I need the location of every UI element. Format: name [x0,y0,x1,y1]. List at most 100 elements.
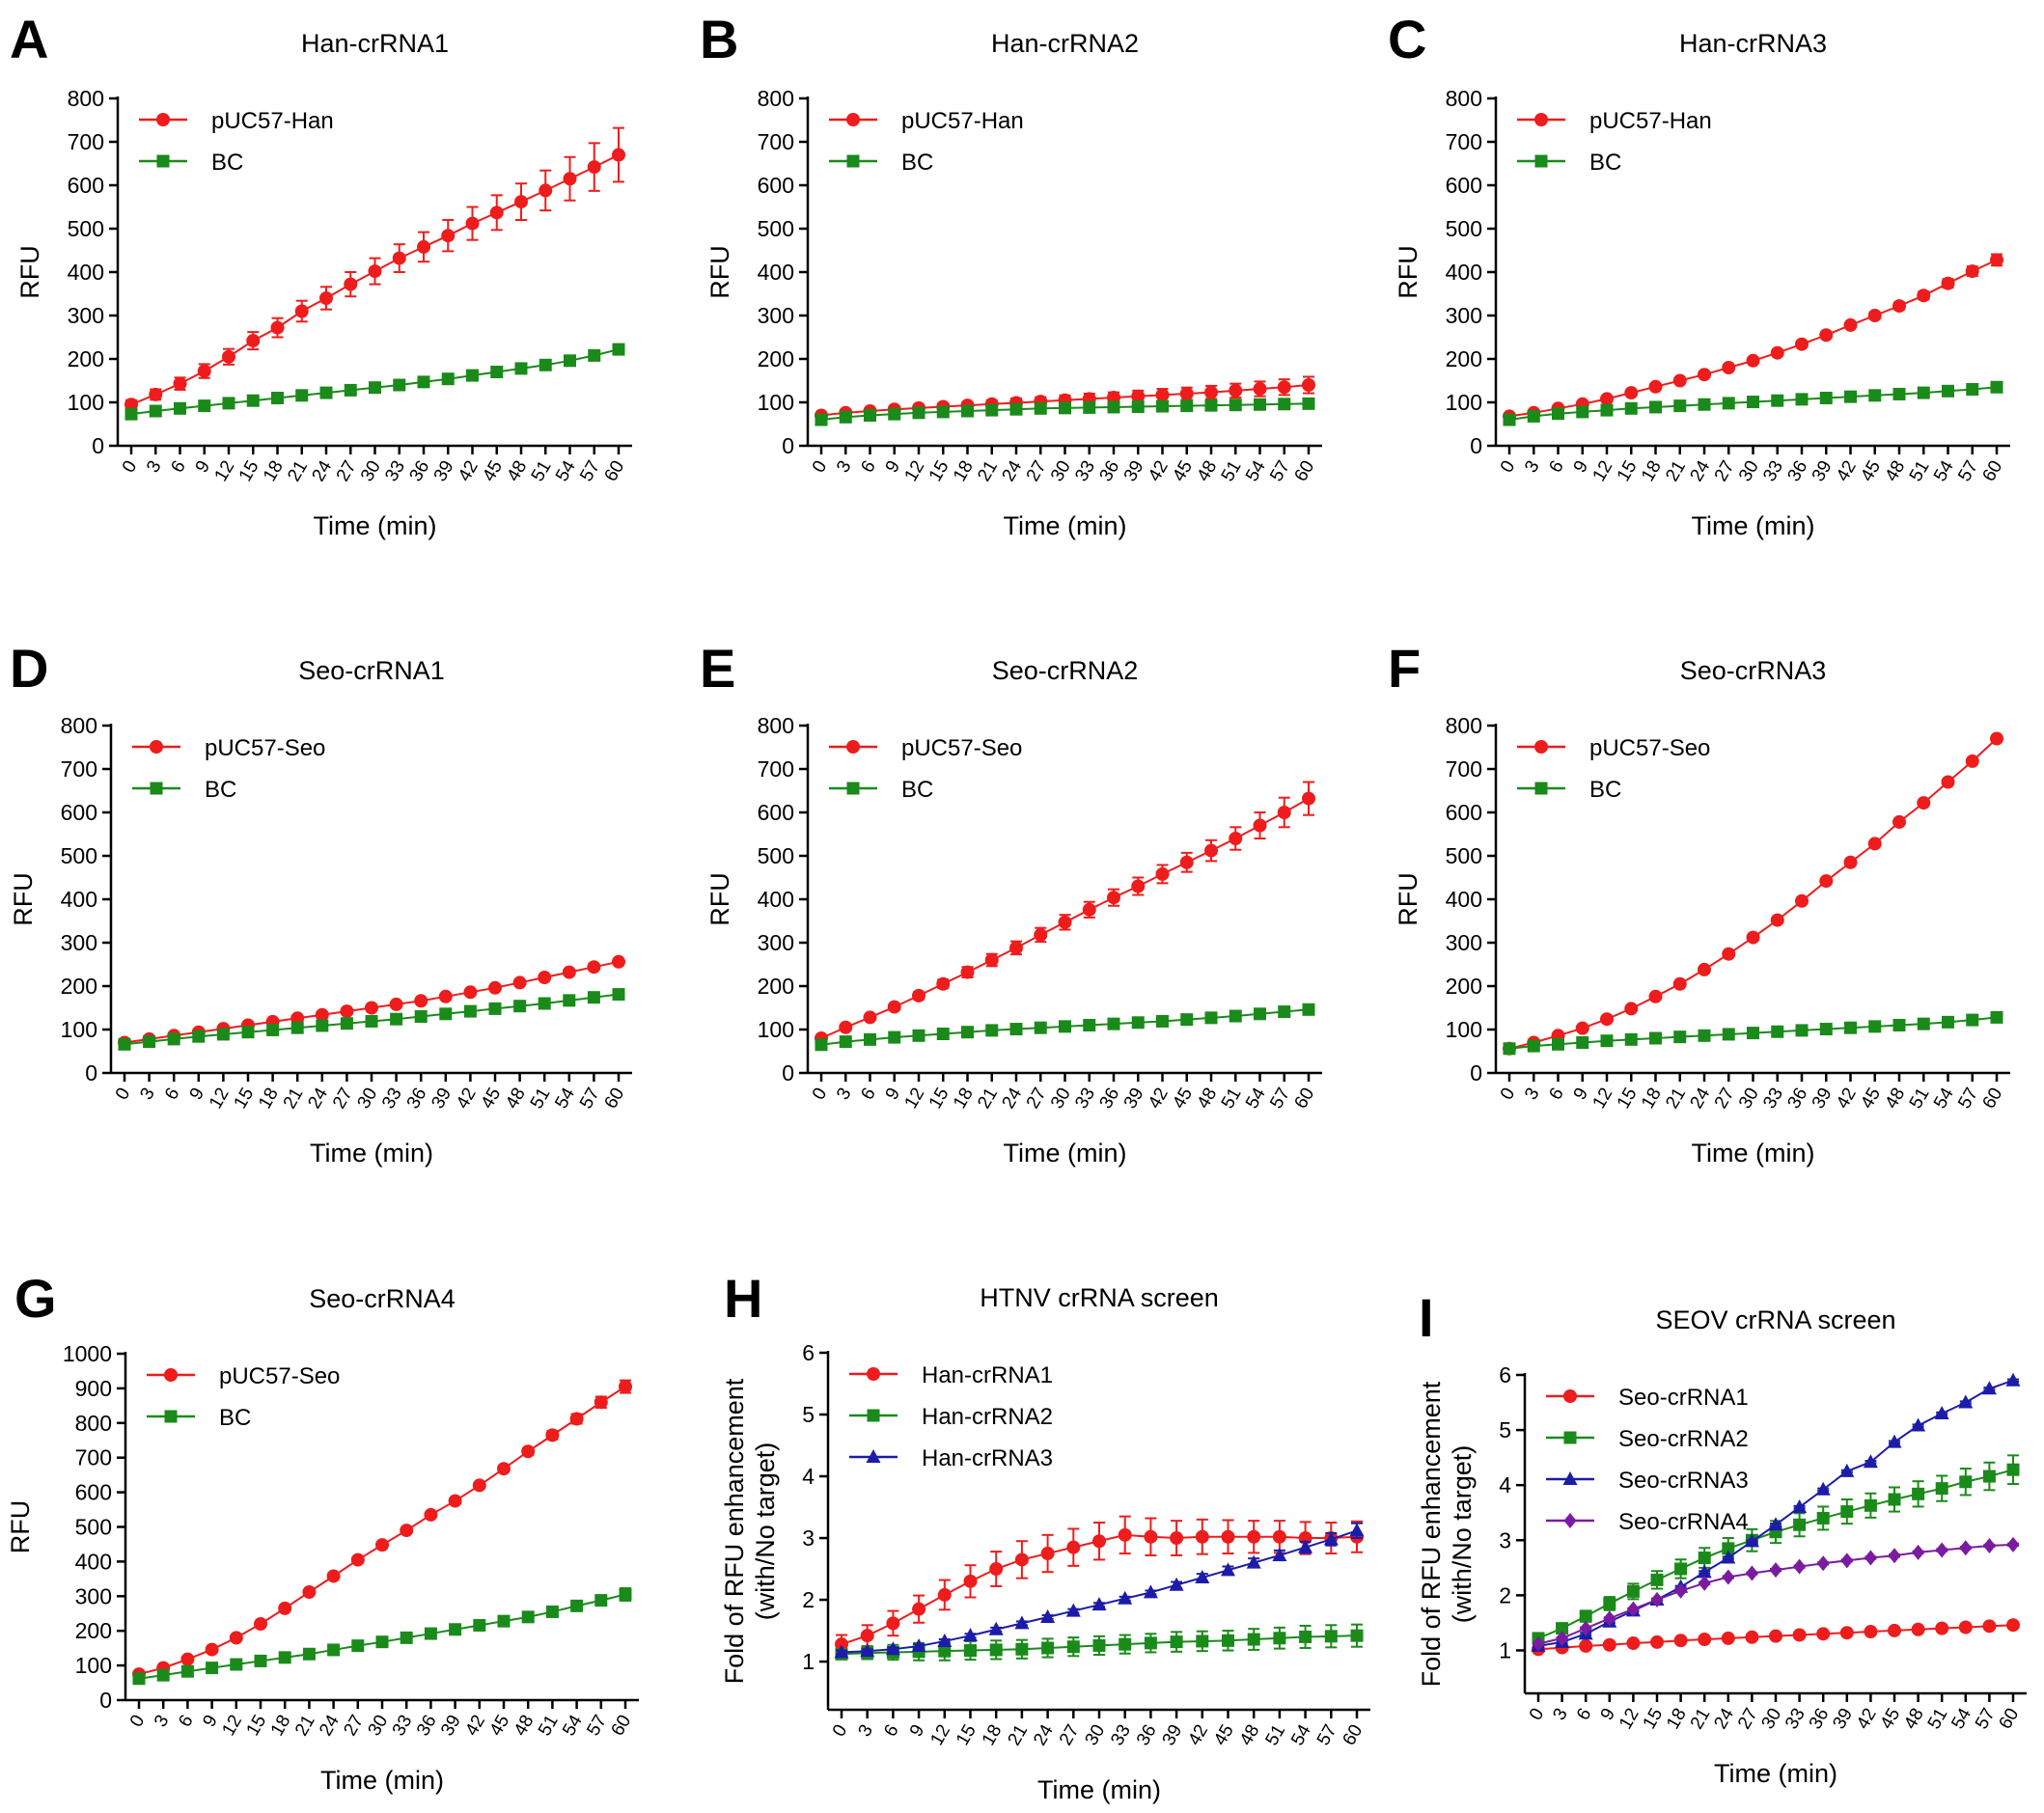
x-tick-label: 15 [1614,457,1642,485]
y-tick-label: 200 [61,974,97,999]
x-tick-label: 42 [453,1085,481,1113]
x-tick-label: 51 [527,1085,555,1113]
y-tick-label: 0 [92,433,104,458]
data-point [815,1038,828,1052]
y-tick-label: 700 [68,129,104,154]
y-tick-label: 4 [1499,1472,1511,1497]
chart-title: Seo-crRNA2 [992,656,1139,685]
data-point [1014,1552,1029,1567]
chart-title: Seo-crRNA4 [309,1284,456,1313]
chart-title: Han-crRNA1 [301,29,449,58]
data-point [1673,1634,1688,1648]
x-tick-label: 27 [333,457,361,485]
data-point [1179,855,1194,869]
panel-letter: C [1388,9,1426,69]
data-point [885,1641,900,1656]
data-point [1600,1034,1614,1048]
y-tick-label: 0 [782,1060,794,1085]
data-point [912,1602,926,1616]
x-tick-label: 36 [1133,1721,1161,1749]
data-point [441,229,456,243]
x-tick-label: 33 [1759,457,1787,485]
data-point [1892,387,1906,400]
data-point [1722,1028,1735,1041]
data-point [1674,1582,1688,1599]
y-tick-label: 600 [61,800,97,825]
data-point [1722,1542,1735,1555]
data-point [964,1644,977,1658]
data-point [1917,288,1931,303]
y-tick-label: 300 [1446,303,1482,328]
y-tick-label: 200 [1446,974,1482,999]
data-point [246,394,260,407]
data-point [266,1023,280,1036]
data-point [465,216,480,231]
legend-label: Han-crRNA2 [922,1404,1053,1430]
x-tick-label: 30 [357,457,385,485]
y-tick-label: 700 [758,129,794,154]
series-han-crrna2 [835,1623,1364,1662]
data-point [1819,392,1833,404]
x-tick-label: 57 [1266,1085,1294,1113]
data-point [1229,1009,1242,1023]
x-tick-label: 18 [979,1721,1007,1749]
legend-label: BC [901,777,933,803]
data-point [439,1007,453,1021]
data-point [472,1478,486,1493]
data-point [1015,1642,1029,1656]
data-point [198,399,211,413]
x-tick-label: 36 [1096,457,1124,485]
data-point [222,349,235,364]
x-tick-label: 15 [235,457,263,485]
y-tick-label: 2 [802,1587,815,1612]
y-tick-label: 800 [68,86,104,111]
data-point [295,389,309,402]
x-tick-label: 30 [1735,457,1763,485]
data-point [1624,1032,1638,1046]
data-point [1579,1609,1592,1623]
data-point [1083,1019,1096,1031]
x-tick-label: 51 [1218,457,1246,485]
data-point [512,975,527,990]
data-point [1935,1621,1949,1635]
legend-label: Seo-crRNA2 [1618,1426,1749,1452]
x-tick-label: 54 [1930,1085,1958,1113]
y-axis-label: RFU [1394,872,1423,926]
data-point [197,364,211,378]
y-tick-label: 600 [758,173,794,198]
x-tick-label: 24 [1710,1705,1738,1733]
data-point [1527,1039,1540,1053]
data-point [1552,407,1564,421]
data-point [1277,380,1291,395]
x-tick-label: 51 [1906,457,1934,485]
x-tick-label: 12 [206,1085,234,1113]
data-point [1302,378,1315,392]
data-point [1009,402,1023,416]
data-point [2005,1372,2021,1387]
data-point [1107,400,1120,414]
legend-marker [150,782,163,795]
data-point [1942,1015,1954,1029]
data-point [1958,1620,1973,1634]
x-tick-label: 30 [1735,1085,1763,1113]
data-point [570,1599,584,1612]
data-point [417,375,430,389]
x-tick-label: 54 [551,1085,579,1113]
data-point [216,1028,230,1041]
data-point [587,160,601,175]
y-axis-label: Fold of RFU enhancement [720,1378,749,1684]
data-point [1626,1601,1640,1617]
data-point [1698,398,1711,411]
legend-label: BC [211,150,243,176]
data-point [1092,1534,1106,1549]
data-point [1254,1007,1266,1021]
data-point [1864,1498,1877,1512]
x-tick-label: 45 [479,457,507,485]
x-tick-label: 24 [316,1712,344,1740]
data-point [246,334,261,348]
y-tick-label: 500 [61,843,97,868]
legend-label: pUC57-Seo [901,735,1022,761]
x-tick-label: 42 [1833,1085,1861,1113]
data-point [886,1616,900,1631]
x-tick-label: 39 [1809,457,1837,485]
